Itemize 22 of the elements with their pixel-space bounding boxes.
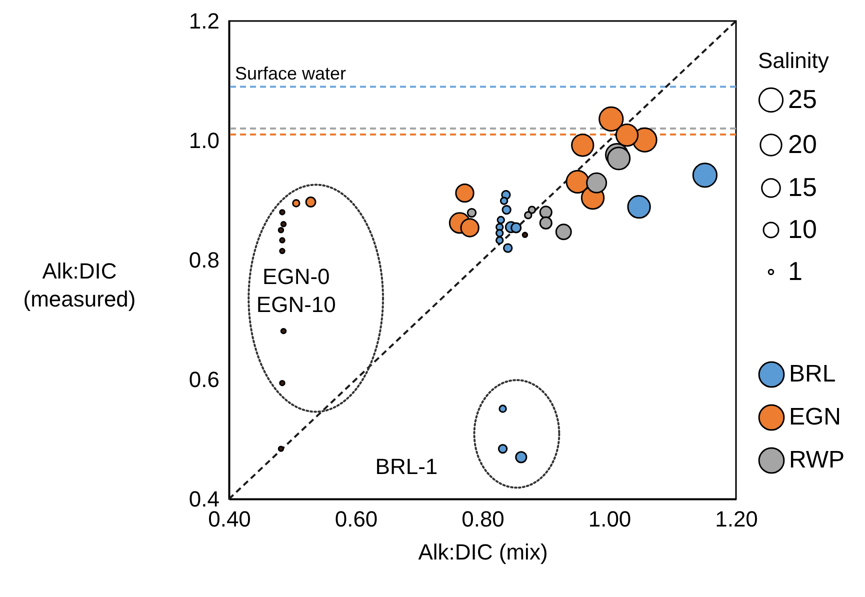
legend-label: RWP (789, 446, 845, 474)
legend-label: BRL (789, 360, 836, 388)
legend-title: Salinity (758, 48, 829, 73)
x-tick-label: 1.20 (715, 506, 758, 532)
x-axis-title: Alk:DIC (mix) (418, 540, 548, 564)
x-tick-label: 1.00 (588, 506, 632, 532)
x-tick-label: 0.60 (334, 506, 378, 532)
y-axis-title: Alk:DIC (measured) (23, 258, 136, 312)
legend-label: 25 (788, 84, 817, 114)
ref-line-label: Surface water (235, 64, 346, 84)
annotation: EGN-0 EGN-10 (256, 264, 336, 317)
y-tick-label: 1.0 (188, 128, 220, 153)
legend-label: 15 (788, 172, 817, 202)
annotation: BRL-1 (375, 454, 438, 480)
x-tick-label: 0.80 (462, 506, 504, 532)
legend-label: 1 (788, 256, 802, 286)
legend-label: 20 (788, 129, 817, 159)
y-tick-label: 0.8 (188, 248, 220, 272)
y-tick-label: 1.2 (188, 8, 220, 34)
legend-label: 10 (788, 214, 817, 244)
legend-label: EGN (789, 404, 842, 430)
y-tick-label: 0.6 (188, 367, 220, 392)
